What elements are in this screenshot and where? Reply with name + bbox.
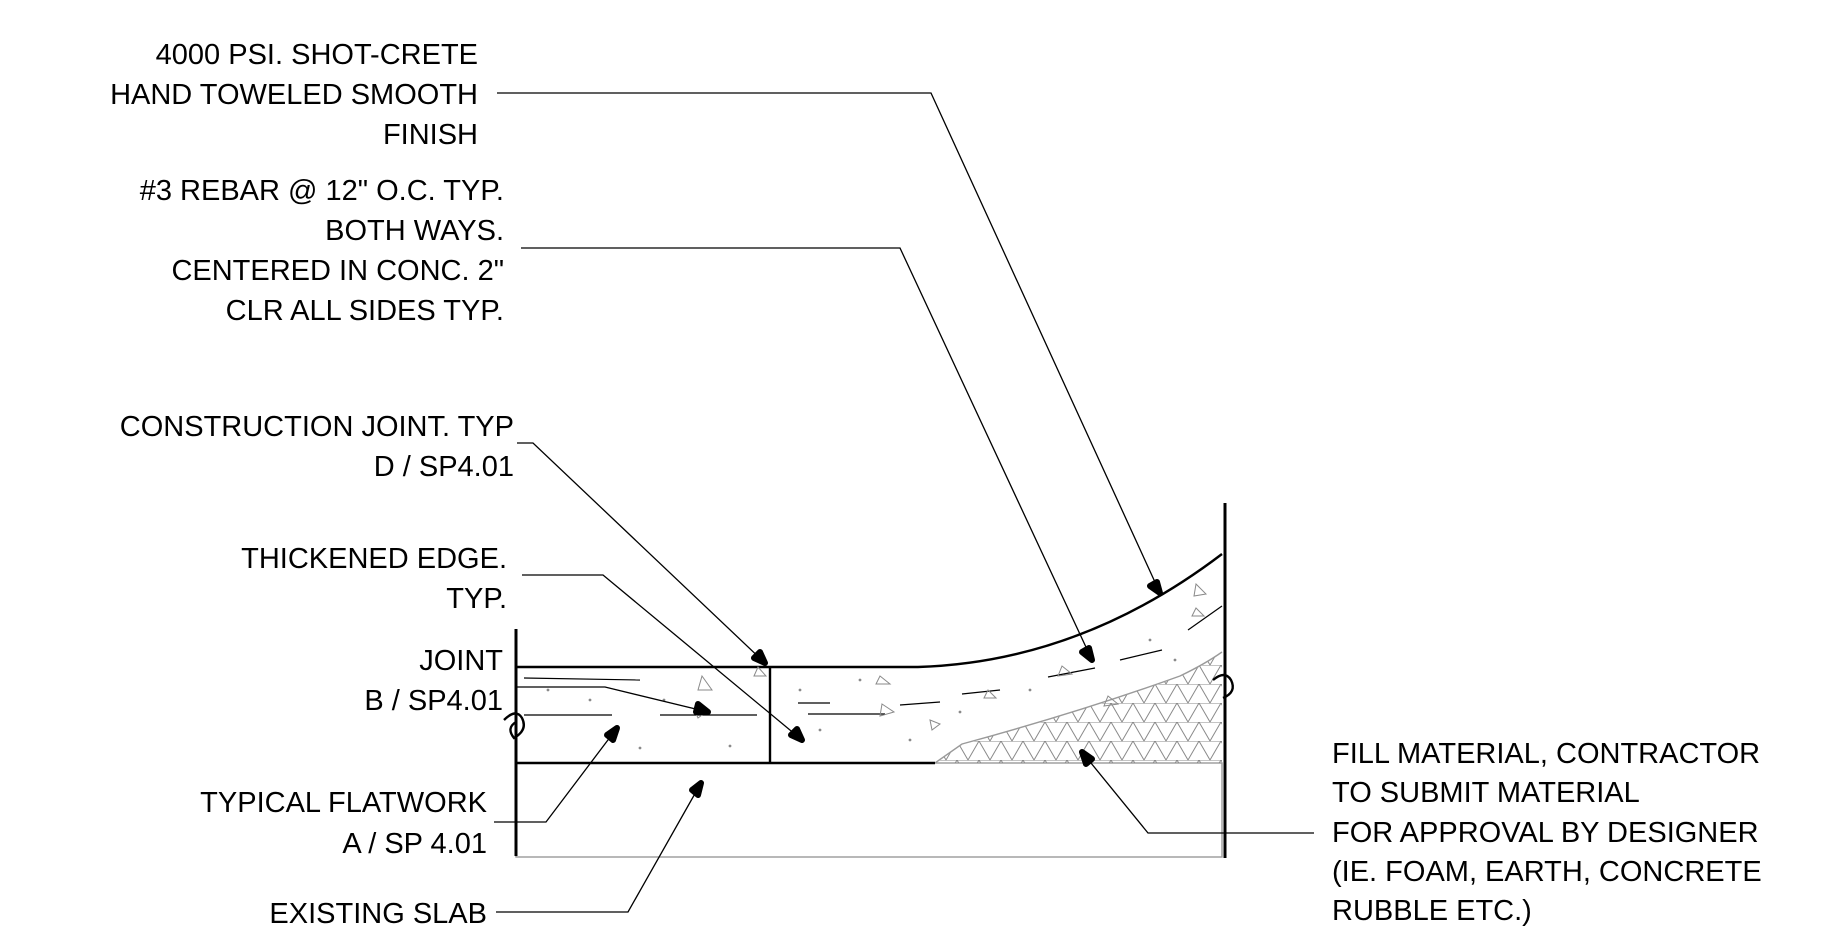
label-thickened-edge-line-1: THICKENED EDGE. <box>241 543 507 575</box>
label-construction-joint-line-2: D / SP4.01 <box>374 451 514 483</box>
label-fill-material-line-2: TO SUBMIT MATERIAL <box>1332 777 1640 809</box>
leader-flatwork <box>494 725 620 823</box>
label-shotcrete-line-2: HAND TOWELED SMOOTH <box>110 79 478 111</box>
existing-slab-outline <box>515 762 1223 858</box>
label-shotcrete: 4000 PSI. SHOT-CRETE HAND TOWELED SMOOTH… <box>110 39 478 151</box>
leader-existing-slab <box>496 780 704 913</box>
label-shotcrete-line-3: FINISH <box>383 119 478 151</box>
label-thickened-edge: THICKENED EDGE. TYP. <box>241 543 507 615</box>
label-construction-joint-line-1: CONSTRUCTION JOINT. TYP <box>120 411 514 443</box>
label-flatwork-line-1: TYPICAL FLATWORK <box>200 787 487 819</box>
label-rebar-line-4: CLR ALL SIDES TYP. <box>226 295 504 327</box>
leader-rebar <box>521 247 1095 663</box>
label-rebar-line-2: BOTH WAYS. <box>325 215 504 247</box>
label-existing-slab: EXISTING SLAB <box>269 898 487 930</box>
concrete-section <box>503 503 1234 858</box>
leader-fill-material <box>1079 749 1314 834</box>
label-fill-material-line-1: FILL MATERIAL, CONTRACTOR <box>1332 738 1760 770</box>
label-shotcrete-line-1: 4000 PSI. SHOT-CRETE <box>156 39 478 71</box>
label-construction-joint: CONSTRUCTION JOINT. TYP D / SP4.01 <box>120 411 514 483</box>
label-fill-material-line-3: FOR APPROVAL BY DESIGNER <box>1332 817 1759 849</box>
label-fill-material: FILL MATERIAL, CONTRACTOR TO SUBMIT MATE… <box>1332 738 1762 927</box>
label-rebar: #3 REBAR @ 12" O.C. TYP. BOTH WAYS. CENT… <box>140 175 504 327</box>
label-fill-material-line-5: RUBBLE ETC.) <box>1332 895 1532 927</box>
label-flatwork-line-2: A / SP 4.01 <box>342 828 487 860</box>
leader-shotcrete <box>497 92 1163 596</box>
label-existing-slab-line-1: EXISTING SLAB <box>269 898 487 930</box>
leader-thickened-edge <box>522 574 805 743</box>
label-rebar-line-3: CENTERED IN CONC. 2" <box>171 255 504 287</box>
label-joint: JOINT B / SP4.01 <box>364 645 503 717</box>
label-thickened-edge-line-2: TYP. <box>446 583 507 615</box>
label-joint-line-1: JOINT <box>419 645 503 677</box>
rebar-lines <box>523 605 1223 716</box>
label-joint-line-2: B / SP4.01 <box>364 685 503 717</box>
label-rebar-line-1: #3 REBAR @ 12" O.C. TYP. <box>140 175 504 207</box>
label-fill-material-line-4: (IE. FOAM, EARTH, CONCRETE <box>1332 856 1762 888</box>
label-flatwork: TYPICAL FLATWORK A / SP 4.01 <box>200 787 487 860</box>
leader-construction-joint <box>517 442 768 666</box>
leader-joint <box>516 686 711 715</box>
